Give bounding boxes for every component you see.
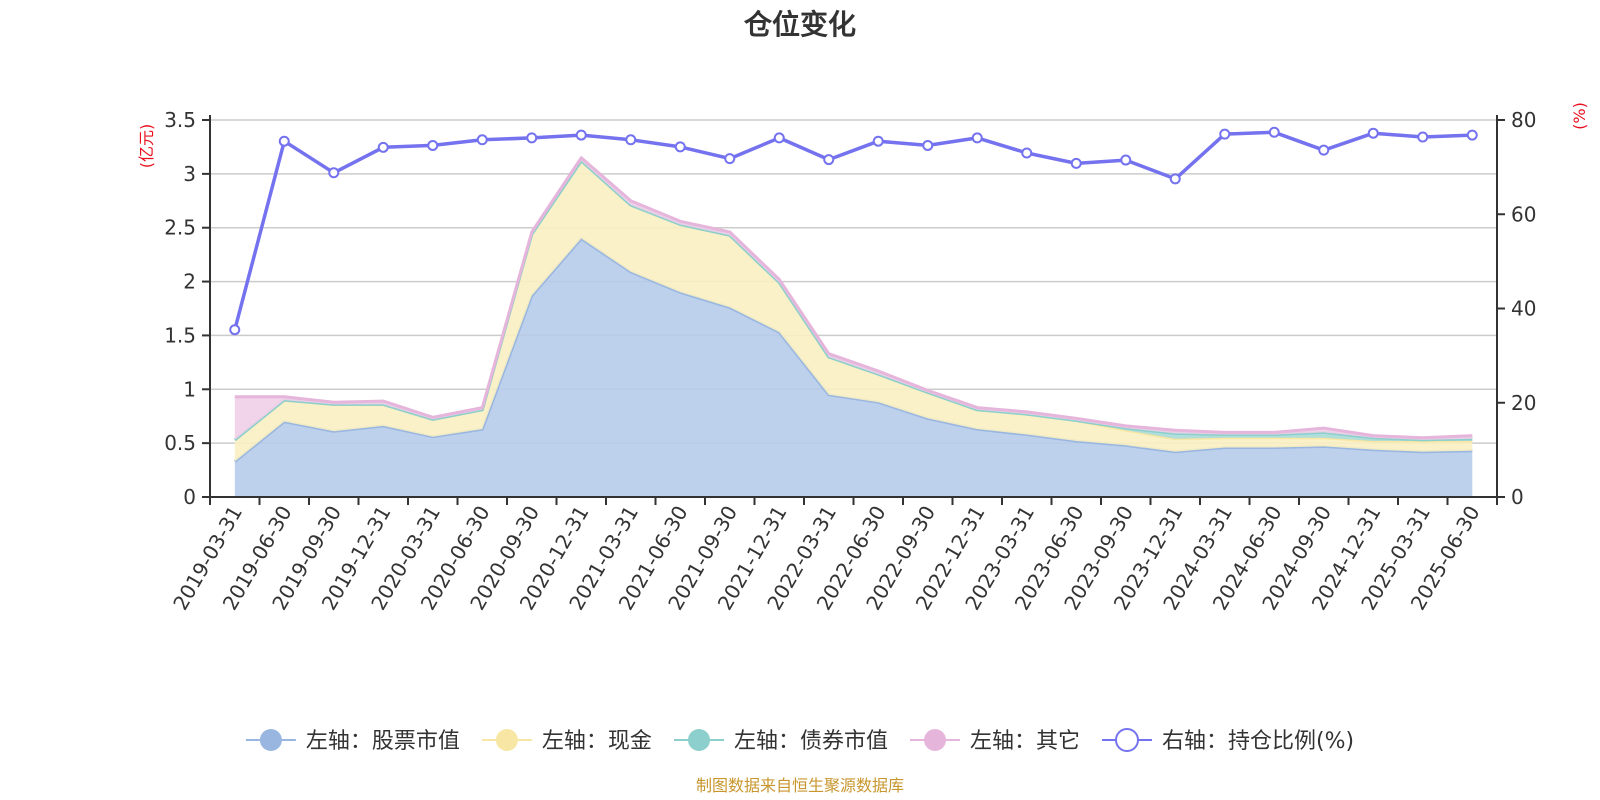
- ratio-point: [427, 139, 439, 151]
- right-tick-label: 60: [1511, 202, 1536, 226]
- left-tick-label: 2.5: [164, 216, 196, 240]
- ratio-point: [872, 135, 884, 147]
- legend-item-4[interactable]: 右轴：持仓比例(%): [1102, 728, 1354, 754]
- right-tick-label: 40: [1511, 297, 1536, 321]
- ratio-point: [1021, 147, 1033, 159]
- right-tick-label: 0: [1511, 485, 1524, 509]
- legend: 左轴：股票市值 左轴：现金 左轴：债券市值 左轴：其它 右轴：持仓比例(%): [245, 728, 1354, 754]
- left-tick-label: 3.5: [164, 108, 196, 132]
- ratio-point: [1268, 126, 1280, 138]
- area-1: [234, 160, 1473, 462]
- right-tick-label: 20: [1511, 391, 1536, 415]
- legend-item-3[interactable]: 左轴：其它: [910, 729, 1080, 754]
- ratio-point: [823, 154, 835, 166]
- ratio-point: [1070, 157, 1082, 169]
- ratio-point: [773, 132, 785, 144]
- ratio-point: [1169, 173, 1181, 185]
- legend-marker-icon: [259, 729, 282, 751]
- left-tick-label: 2: [183, 270, 196, 294]
- ratio-point: [1367, 127, 1379, 139]
- legend-label: 右轴：持仓比例(%): [1162, 729, 1354, 754]
- legend-marker-icon: [688, 729, 710, 751]
- legend-item-0[interactable]: 左轴：股票市值: [245, 729, 460, 754]
- legend-item-2[interactable]: 左轴：债券市值: [674, 729, 888, 754]
- ratio-point: [476, 134, 488, 146]
- ratio-point: [1417, 131, 1429, 143]
- ratio-point: [724, 153, 736, 165]
- chart-title: 仓位变化: [744, 8, 856, 41]
- ratio-point: [229, 324, 241, 336]
- ratio-point: [377, 141, 389, 153]
- left-axis-unit: (亿元): [137, 124, 156, 169]
- ratio-point: [1318, 144, 1330, 156]
- ratio-point: [922, 139, 934, 151]
- left-tick-label: 0.5: [164, 431, 196, 455]
- ratio-point: [328, 167, 340, 179]
- legend-marker-icon: [495, 729, 518, 751]
- ratio-point: [1219, 128, 1231, 140]
- ratio-line: [229, 126, 1478, 336]
- left-tick-label: 1.5: [164, 323, 196, 347]
- area-0: [234, 238, 1473, 497]
- area-edge-3: [234, 156, 1473, 440]
- ratio-point: [575, 129, 587, 141]
- ratio-point: [526, 132, 538, 144]
- legend-label: 左轴：其它: [970, 729, 1080, 754]
- left-tick-label: 0: [183, 485, 196, 509]
- data-source-footer: 制图数据来自恒生聚源数据库: [696, 776, 904, 795]
- right-tick-label: 80: [1511, 108, 1536, 132]
- ratio-line-path: [233, 130, 1473, 331]
- ratio-point: [625, 134, 637, 146]
- left-tick-label: 3: [183, 162, 196, 186]
- ratio-point: [971, 132, 983, 144]
- right-axis-unit: (%): [1570, 102, 1589, 130]
- legend-label: 左轴：股票市值: [306, 729, 460, 754]
- left-tick-label: 1: [183, 377, 196, 401]
- ratio-point: [674, 141, 686, 153]
- legend-label: 左轴：现金: [542, 729, 652, 754]
- ratio-point: [278, 135, 290, 147]
- stacked-areas: [233, 156, 1473, 497]
- legend-item-1[interactable]: 左轴：现金: [481, 729, 652, 754]
- ratio-point: [1120, 154, 1132, 166]
- legend-marker-icon: [1115, 728, 1139, 752]
- legend-marker-icon: [924, 729, 946, 751]
- legend-label: 左轴：债券市值: [734, 729, 888, 754]
- ratio-point: [1466, 129, 1478, 141]
